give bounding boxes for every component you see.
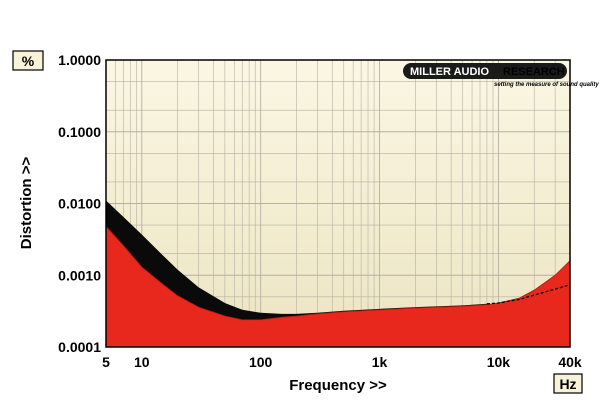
y-tick-label: 0.1000 <box>58 124 101 140</box>
red-distortion-area <box>106 226 570 347</box>
y-unit-label: % <box>22 53 35 69</box>
x-tick-label: 10 <box>134 354 150 370</box>
y-axis-title: Distortion >> <box>18 157 35 250</box>
x-tick-label: 1k <box>372 354 388 370</box>
logo-tagline: setting the measure of sound quality <box>494 82 599 88</box>
y-tick-label: 0.0010 <box>58 267 101 283</box>
miller-audio-research-logo: MILLER AUDIO RESEARCH setting the measur… <box>403 63 599 88</box>
y-tick-label: 1.0000 <box>58 52 101 68</box>
x-tick-label: 100 <box>249 354 273 370</box>
y-tick-label: 0.0001 <box>58 339 101 355</box>
x-unit-label: Hz <box>559 376 576 392</box>
dashed-distortion-line <box>486 284 570 305</box>
logo-text-left: MILLER AUDIO <box>410 66 489 78</box>
x-axis-title: Frequency >> <box>289 377 387 394</box>
x-tick-label: 40k <box>558 354 582 370</box>
x-tick-label: 10k <box>487 354 511 370</box>
y-unit-box: % <box>12 50 44 71</box>
plot-frame <box>105 59 571 348</box>
data-areas <box>106 200 570 347</box>
red-area-edge <box>106 226 570 321</box>
logo-text-right: RESEARCH <box>503 66 565 78</box>
x-unit-box: Hz <box>553 373 583 394</box>
x-tick-label: 5 <box>102 354 110 370</box>
y-tick-label: 0.0100 <box>58 196 101 212</box>
